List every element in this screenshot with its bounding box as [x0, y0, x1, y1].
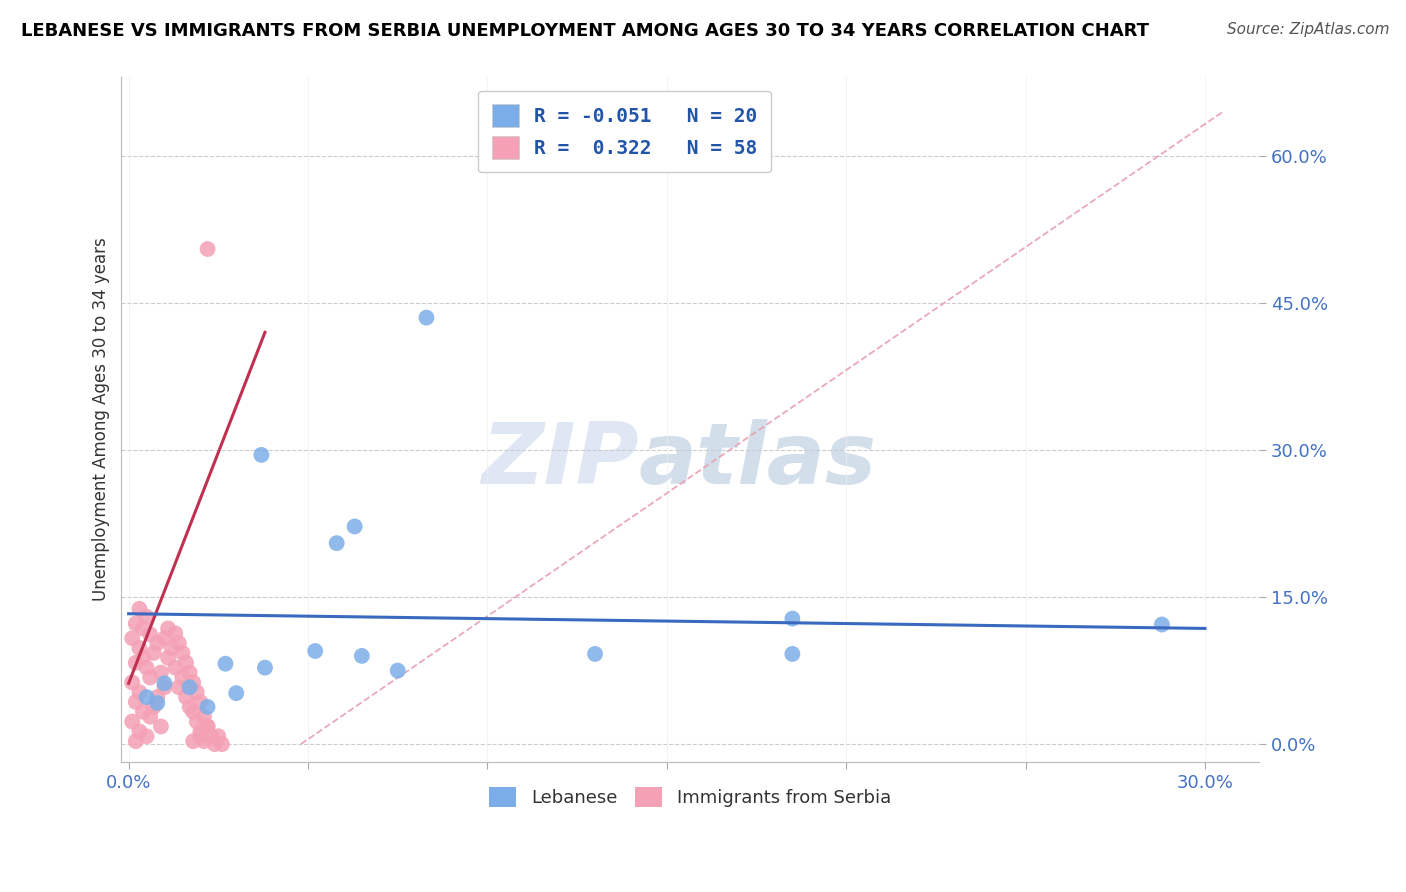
- Point: [165, 626, 187, 640]
- Point: [186, 714, 208, 729]
- Point: [128, 685, 150, 699]
- Point: [343, 519, 366, 533]
- Point: [200, 729, 222, 743]
- Point: [146, 696, 169, 710]
- Point: [250, 448, 273, 462]
- Point: [135, 660, 157, 674]
- Point: [142, 699, 165, 714]
- Point: [193, 709, 215, 723]
- Text: ZIP: ZIP: [481, 419, 638, 502]
- Point: [350, 648, 373, 663]
- Point: [121, 675, 143, 690]
- Point: [167, 680, 190, 694]
- Point: [253, 660, 276, 674]
- Point: [387, 664, 409, 678]
- Point: [174, 690, 197, 704]
- Point: [139, 627, 162, 641]
- Point: [190, 729, 212, 743]
- Text: LEBANESE VS IMMIGRANTS FROM SERBIA UNEMPLOYMENT AMONG AGES 30 TO 34 YEARS CORREL: LEBANESE VS IMMIGRANTS FROM SERBIA UNEMP…: [21, 22, 1149, 40]
- Point: [204, 737, 226, 751]
- Text: Source: ZipAtlas.com: Source: ZipAtlas.com: [1226, 22, 1389, 37]
- Point: [782, 612, 804, 626]
- Point: [179, 680, 201, 694]
- Point: [583, 647, 606, 661]
- Point: [193, 734, 215, 748]
- Point: [186, 685, 208, 699]
- Legend: Lebanese, Immigrants from Serbia: Lebanese, Immigrants from Serbia: [482, 780, 898, 814]
- Point: [125, 734, 148, 748]
- Y-axis label: Unemployment Among Ages 30 to 34 years: Unemployment Among Ages 30 to 34 years: [93, 238, 110, 601]
- Point: [214, 657, 236, 671]
- Point: [149, 719, 172, 733]
- Point: [211, 737, 233, 751]
- Point: [125, 695, 148, 709]
- Point: [153, 680, 176, 694]
- Point: [782, 647, 804, 661]
- Point: [146, 690, 169, 704]
- Point: [135, 690, 157, 704]
- Point: [179, 699, 201, 714]
- Point: [146, 636, 169, 650]
- Point: [172, 670, 194, 684]
- Point: [181, 675, 204, 690]
- Text: atlas: atlas: [638, 419, 877, 502]
- Point: [197, 719, 219, 733]
- Point: [325, 536, 347, 550]
- Point: [153, 632, 176, 646]
- Point: [181, 734, 204, 748]
- Point: [132, 705, 155, 719]
- Point: [197, 699, 219, 714]
- Point: [415, 310, 437, 325]
- Point: [121, 714, 143, 729]
- Point: [135, 729, 157, 743]
- Point: [125, 656, 148, 670]
- Point: [142, 646, 165, 660]
- Point: [225, 686, 247, 700]
- Point: [197, 719, 219, 733]
- Point: [1150, 617, 1173, 632]
- Point: [167, 636, 190, 650]
- Point: [149, 665, 172, 680]
- Point: [179, 665, 201, 680]
- Point: [160, 641, 183, 656]
- Point: [128, 724, 150, 739]
- Point: [181, 705, 204, 719]
- Point: [128, 641, 150, 656]
- Point: [132, 622, 155, 636]
- Point: [139, 670, 162, 684]
- Point: [125, 616, 148, 631]
- Point: [135, 609, 157, 624]
- Point: [157, 650, 180, 665]
- Point: [174, 656, 197, 670]
- Point: [132, 650, 155, 665]
- Point: [304, 644, 326, 658]
- Point: [190, 695, 212, 709]
- Point: [157, 622, 180, 636]
- Point: [190, 724, 212, 739]
- Point: [197, 242, 219, 256]
- Point: [121, 632, 143, 646]
- Point: [139, 709, 162, 723]
- Point: [172, 646, 194, 660]
- Point: [153, 676, 176, 690]
- Point: [207, 729, 229, 743]
- Point: [165, 660, 187, 674]
- Point: [128, 602, 150, 616]
